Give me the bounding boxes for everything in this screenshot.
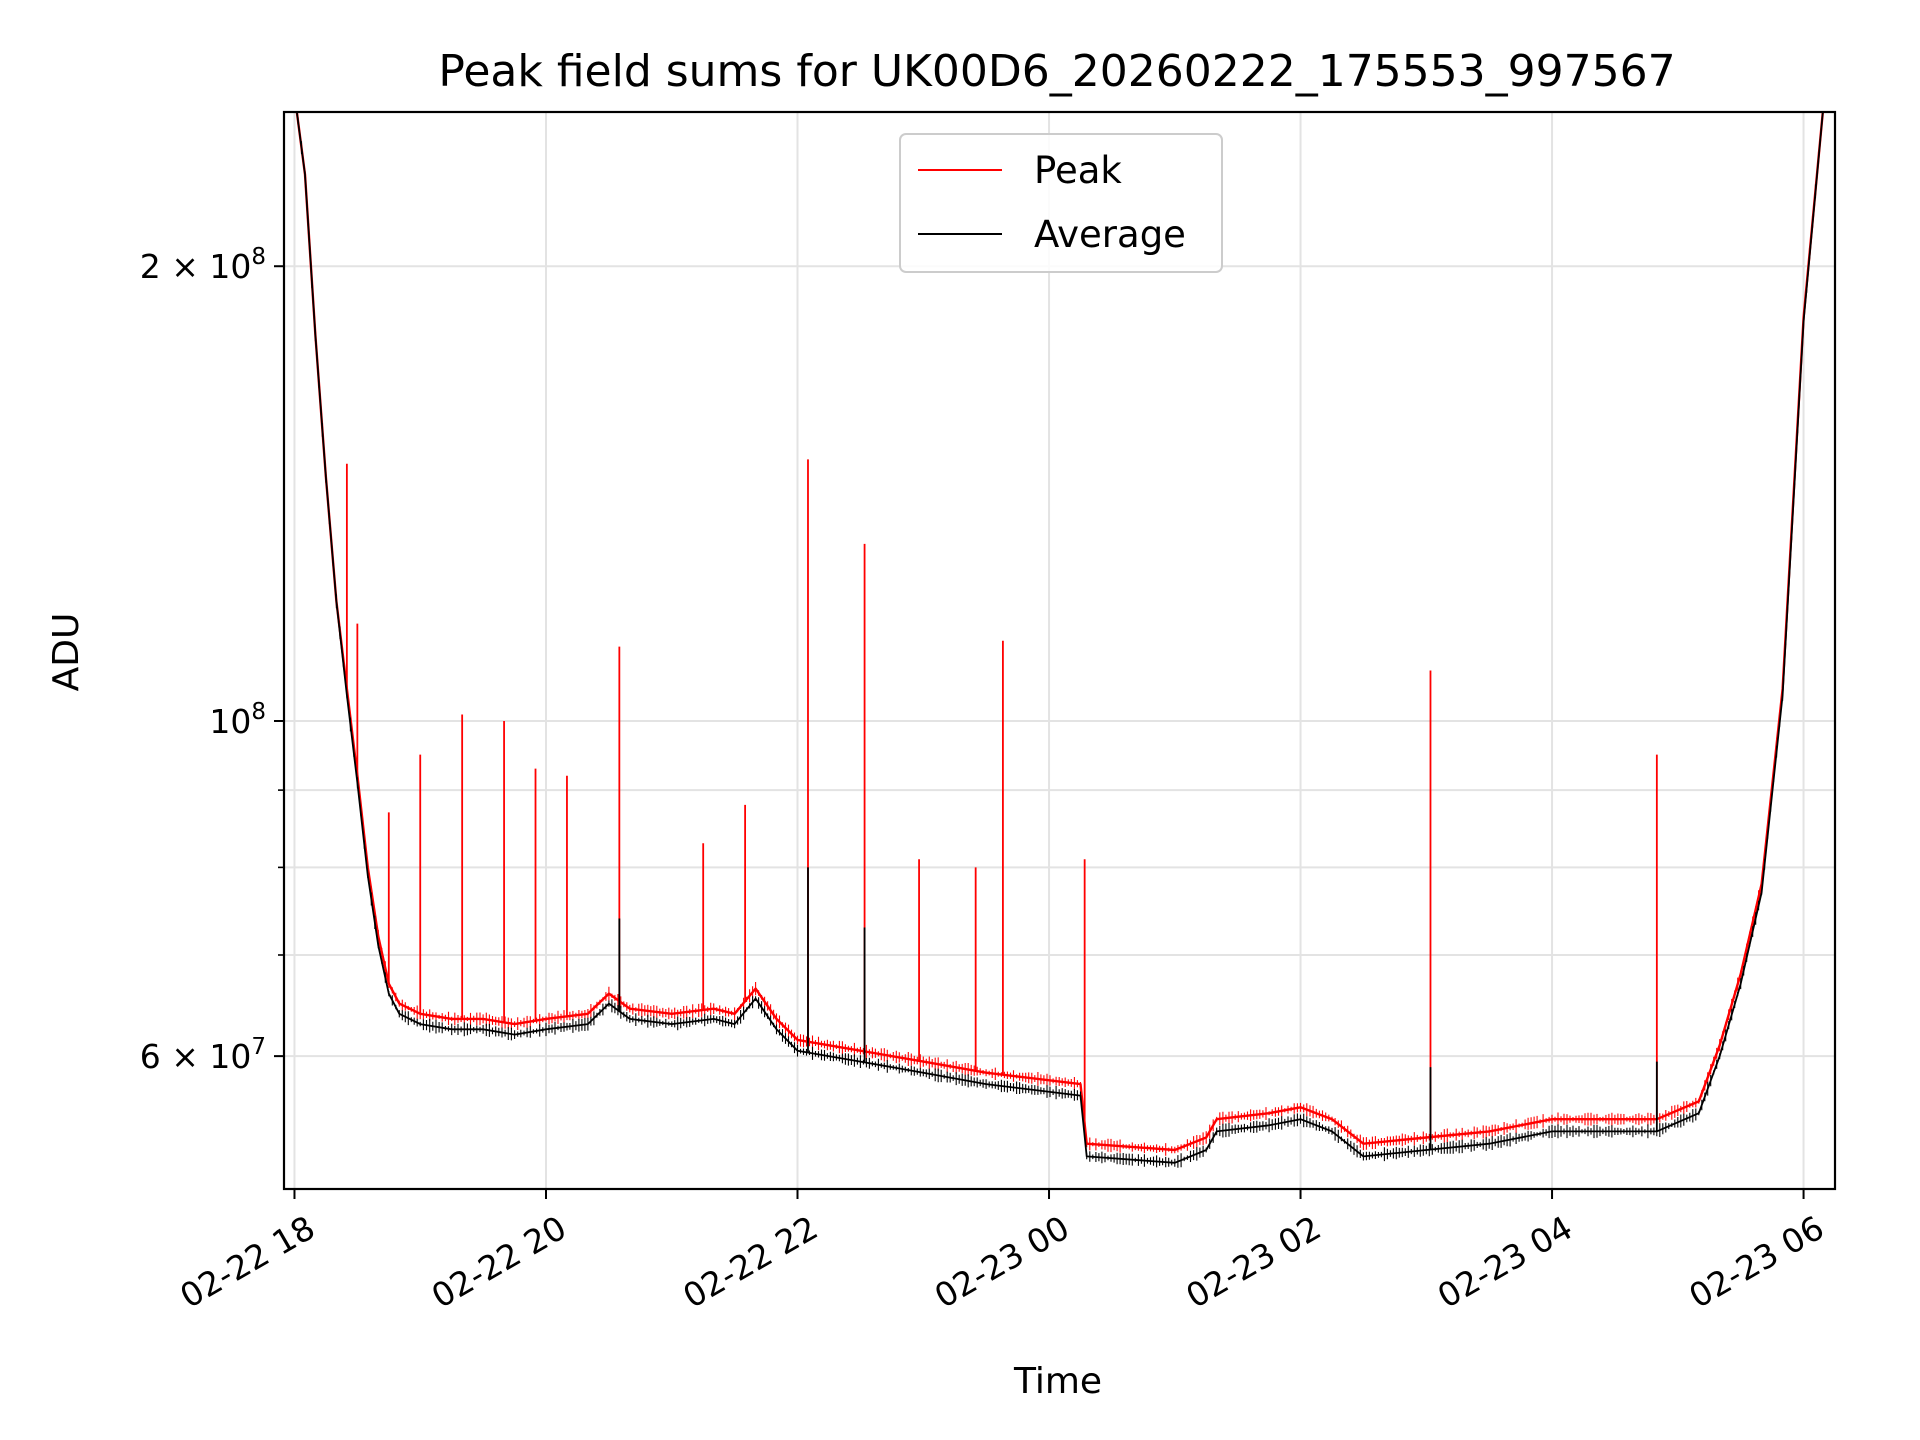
x-tick-label: 02-22 20 bbox=[425, 1208, 573, 1316]
x-axis-ticks: 02-22 18 02-22 20 02-22 22 02-23 00 02-23 02… bbox=[173, 1189, 1830, 1316]
x-tick-label: 02-23 06 bbox=[1682, 1208, 1830, 1316]
legend-box bbox=[899, 133, 1223, 273]
y-axis-ticks: 6 × 107 108 2 × 108 bbox=[140, 244, 284, 1076]
grid bbox=[284, 112, 1835, 1189]
y-tick-label: 108 bbox=[209, 699, 266, 741]
legend: Peak Average bbox=[899, 133, 1223, 273]
y-tick-label: 2 × 108 bbox=[140, 244, 266, 286]
x-tick-label: 02-22 22 bbox=[676, 1208, 824, 1316]
plot-frame bbox=[282, 110, 1837, 1191]
x-tick-label: 02-23 00 bbox=[928, 1208, 1076, 1316]
legend-label-peak: Peak bbox=[1034, 149, 1122, 192]
chart-title: Peak field sums for UK00D6_20260222_1755… bbox=[438, 46, 1675, 97]
x-tick-label: 02-22 18 bbox=[173, 1208, 321, 1316]
y-tick-label: 6 × 107 bbox=[140, 1034, 266, 1076]
y-axis-label: ADU bbox=[46, 613, 87, 692]
x-axis-label: Time bbox=[1013, 1361, 1102, 1402]
legend-label-average: Average bbox=[1034, 213, 1186, 256]
x-tick-label: 02-23 04 bbox=[1431, 1208, 1579, 1316]
series-layer bbox=[295, 112, 1825, 1168]
x-tick-label: 02-23 02 bbox=[1179, 1208, 1327, 1316]
